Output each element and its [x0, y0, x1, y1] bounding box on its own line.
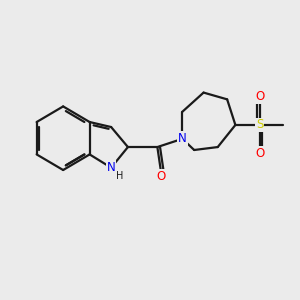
- Text: H: H: [116, 172, 124, 182]
- Text: O: O: [255, 90, 264, 103]
- Text: N: N: [178, 132, 187, 145]
- Text: O: O: [255, 147, 264, 160]
- Text: N: N: [107, 161, 116, 174]
- Text: O: O: [157, 170, 166, 183]
- Text: S: S: [256, 118, 263, 131]
